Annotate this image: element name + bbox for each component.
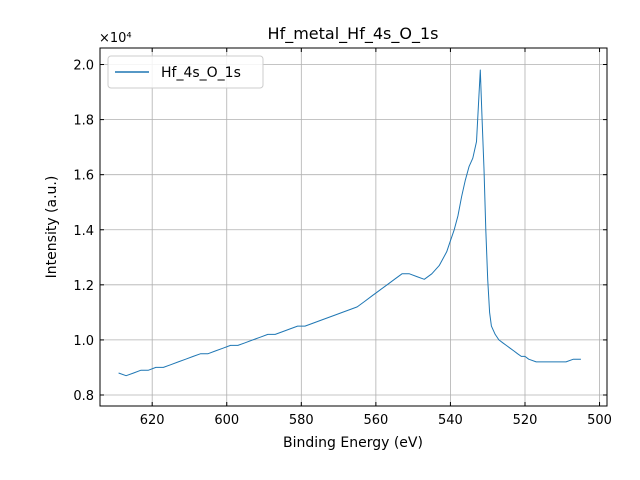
y-axis-ticks: 0.8 1.0 1.2 1.4 1.6 1.8 2.0 bbox=[73, 59, 607, 404]
y-tick-label: 1.6 bbox=[73, 169, 94, 184]
legend-box bbox=[107, 55, 264, 89]
x-tick-label: 520 bbox=[513, 413, 538, 428]
y-tick-label: 1.8 bbox=[73, 114, 94, 129]
x-axis-label: Binding Energy (eV) bbox=[283, 435, 423, 451]
y-axis-multiplier: ×10⁴ bbox=[99, 31, 132, 46]
chart-title: Hf_metal_Hf_4s_O_1s bbox=[268, 24, 439, 44]
y-tick-label: 0.8 bbox=[73, 389, 94, 404]
y-tick-label: 1.0 bbox=[73, 334, 94, 349]
series-line-hf-4s-o-1s bbox=[118, 69, 581, 377]
x-tick-label: 600 bbox=[214, 413, 239, 428]
y-axis-label: Intensity (a.u.) bbox=[44, 176, 60, 279]
x-tick-label: 620 bbox=[140, 413, 165, 428]
legend: Hf_4s_O_1s bbox=[107, 55, 264, 89]
x-tick-label: 500 bbox=[587, 413, 612, 428]
x-axis-ticks: 620 600 580 560 540 520 500 bbox=[140, 48, 612, 428]
y-tick-label: 1.2 bbox=[73, 279, 94, 294]
grid bbox=[100, 48, 607, 406]
y-tick-label: 1.4 bbox=[73, 224, 94, 239]
plot-frame bbox=[99, 47, 608, 407]
x-tick-label: 580 bbox=[289, 413, 314, 428]
x-tick-label: 560 bbox=[363, 413, 388, 428]
legend-label: Hf_4s_O_1s bbox=[161, 65, 241, 81]
y-tick-label: 2.0 bbox=[73, 59, 94, 74]
x-tick-label: 540 bbox=[438, 413, 463, 428]
